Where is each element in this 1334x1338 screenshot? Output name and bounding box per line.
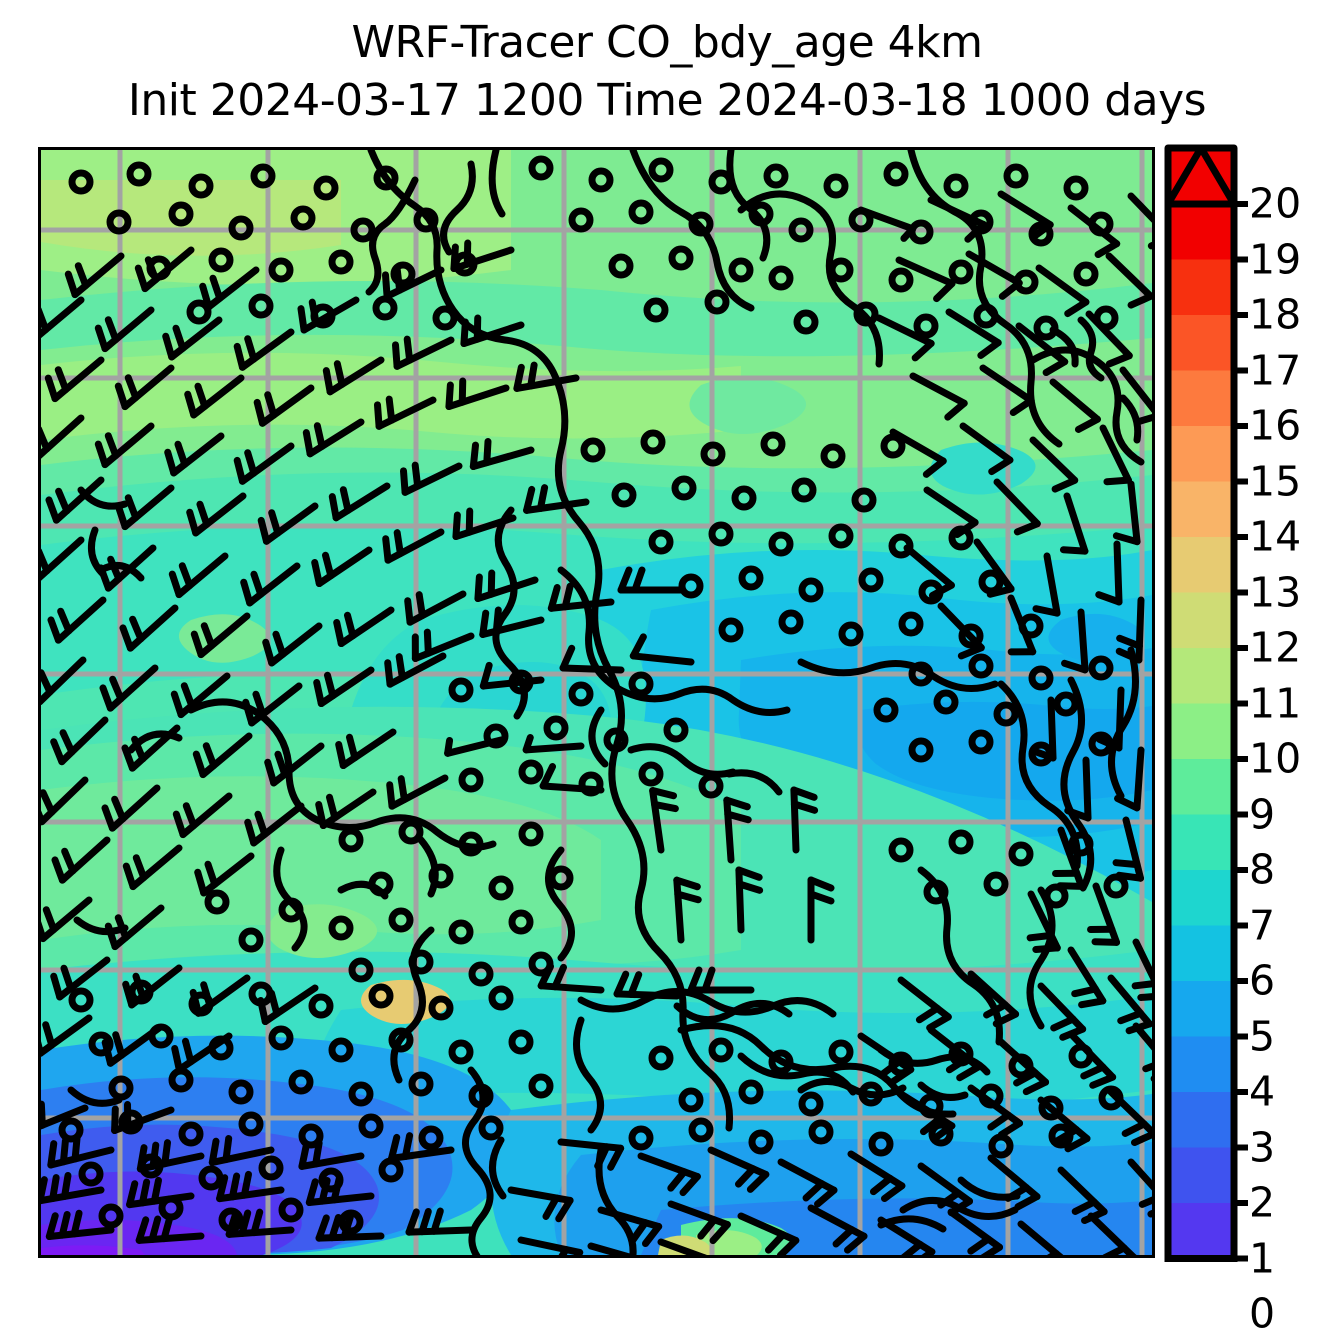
map-panel [38,147,1155,1258]
colorbar-canvas [1164,144,1248,1262]
title-line-1: WRF-Tracer CO_bdy_age 4km [351,17,983,68]
cbar-tick-4: 4 [1249,1067,1276,1116]
cbar-tick-20: 20 [1249,179,1302,228]
colorbar-bands [1164,144,1238,1259]
cbar-tick-8: 8 [1249,845,1276,894]
cbar-tick-19: 19 [1249,235,1302,283]
map-canvas [41,150,1152,1255]
cbar-tick-12: 12 [1249,623,1302,672]
cbar-tick-10: 10 [1249,734,1302,783]
cbar-tick-9: 9 [1249,790,1276,838]
cbar-tick-6: 6 [1249,956,1276,1005]
cbar-tick-11: 11 [1249,679,1302,727]
cbar-tick-2: 2 [1249,1178,1276,1227]
cbar-tick-15: 15 [1249,457,1302,505]
cbar-tick-0: 0 [1249,1289,1276,1338]
cbar-tick-1: 1 [1249,1234,1276,1282]
cbar-tick-13: 13 [1249,568,1302,616]
cbar-tick-5: 5 [1249,1012,1276,1060]
figure-title: WRF-Tracer CO_bdy_age 4km Init 2024-03-1… [0,14,1334,130]
title-line-2: Init 2024-03-17 1200 Time 2024-03-18 100… [127,75,1207,126]
cbar-tick-16: 16 [1249,401,1302,450]
colorbar-tick-labels: 20 19 18 17 16 15 14 13 12 11 10 9 8 7 6… [1163,140,1334,1334]
cbar-tick-18: 18 [1249,290,1302,339]
colorbar-ticks [1234,201,1248,1262]
cbar-tick-14: 14 [1249,512,1302,561]
colorbar-outline [1164,200,1238,1262]
cbar-tick-3: 3 [1249,1123,1276,1171]
colorbar: 20 19 18 17 16 15 14 13 12 11 10 9 8 7 6… [1163,140,1334,1334]
cbar-tick-7: 7 [1249,901,1276,949]
cbar-tick-17: 17 [1249,346,1302,394]
